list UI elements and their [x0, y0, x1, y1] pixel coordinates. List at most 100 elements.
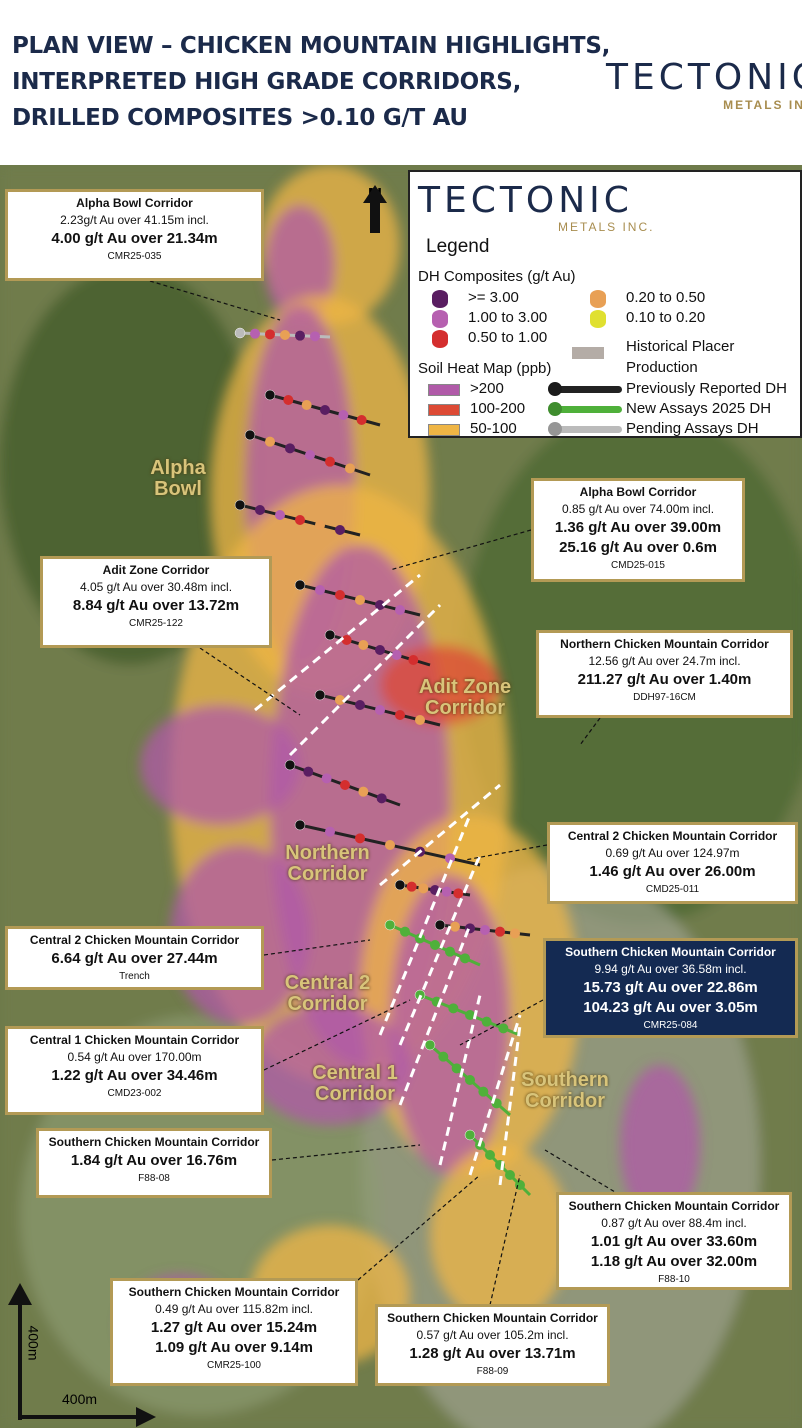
heat-blob — [140, 705, 300, 825]
composite-marker — [395, 710, 405, 720]
heat-blob — [250, 1005, 410, 1125]
callout-line: 12.56 g/t Au over 24.7m incl. — [588, 654, 741, 668]
callout-box: Northern Chicken Mountain Corridor 12.56 … — [536, 630, 793, 718]
composite-marker — [450, 921, 460, 932]
callout-hole-id: CMR25-084 — [643, 1020, 698, 1031]
callout-highlight: 104.23 g/t Au over 3.05m — [583, 999, 758, 1016]
title-line: DRILLED COMPOSITES >0.10 G/T AU — [12, 105, 468, 131]
corridor-arrow — [398, 924, 472, 1106]
callout-highlight: 6.64 g/t Au over 27.44m — [51, 950, 218, 967]
composite-marker — [325, 456, 335, 467]
composite-marker — [451, 1063, 462, 1074]
title-line: INTERPRETED HIGH GRADE CORRIDORS, — [12, 69, 522, 95]
callout-title: Central 1 Chicken Mountain Corridor — [29, 1033, 240, 1047]
collar-marker — [464, 1129, 476, 1141]
callout-highlight: 1.22 g/t Au over 34.46m — [51, 1067, 218, 1084]
callout-title: Southern Chicken Mountain Corridor — [128, 1285, 340, 1299]
composite-marker — [283, 395, 294, 405]
callout-box: Central 2 Chicken Mountain Corridor 6.64 … — [5, 926, 264, 990]
callout-box: Adit Zone Corridor 4.05 g/t Au over 30.48… — [40, 556, 272, 648]
soil-class-swatch — [428, 424, 460, 436]
callout-line: 4.05 g/t Au over 30.48m incl. — [79, 580, 233, 594]
callout-highlight: 25.16 g/t Au over 0.6m — [559, 539, 717, 556]
dh-class-label: >= 3.00 — [468, 289, 519, 306]
callout-highlight: 1.46 g/t Au over 26.00m — [589, 863, 756, 880]
dh-class-swatch — [432, 310, 448, 328]
corridor-arrow — [254, 573, 421, 712]
composite-marker — [335, 525, 345, 535]
composite-marker — [321, 773, 332, 784]
callout-highlight: 1.84 g/t Au over 16.76m — [70, 1152, 238, 1169]
composite-marker — [448, 1003, 459, 1014]
composite-marker — [295, 330, 305, 341]
callout-hole-id: CMR25-035 — [107, 251, 162, 262]
composite-marker — [438, 1051, 449, 1062]
callout-highlight: 15.73 g/t Au over 22.86m — [583, 979, 758, 996]
corridor-arrows — [254, 573, 522, 1186]
collar-marker — [394, 879, 406, 891]
map-label-southern: Southern Corridor — [521, 1069, 609, 1112]
composite-marker — [375, 645, 385, 655]
composite-marker — [415, 715, 425, 725]
composite-marker — [355, 700, 365, 710]
dh-class-label: 0.10 to 0.20 — [626, 309, 706, 326]
collar-marker — [234, 327, 246, 339]
composite-marker — [465, 1075, 475, 1085]
north-arrow: N — [360, 185, 390, 265]
callout-hole-id: CMD23-002 — [107, 1088, 162, 1099]
north-arrow-icon — [363, 185, 387, 233]
composite-marker — [320, 405, 330, 415]
callout-highlight: 1.09 g/t Au over 9.14m — [155, 1339, 313, 1356]
drill-holes — [234, 327, 532, 1197]
callout-title: Southern Chicken Mountain Corridor — [48, 1135, 260, 1149]
corridor-arrow — [498, 1024, 522, 1186]
callout-box: Central 1 Chicken Mountain Corridor 0.54 … — [5, 1026, 264, 1115]
heat-blob — [620, 1065, 700, 1225]
composite-marker — [430, 940, 440, 950]
callout-box: Alpha Bowl Corridor 2.23g/t Au over 41.15… — [5, 189, 264, 281]
callout-hole-id: F88-09 — [476, 1366, 509, 1377]
composite-marker — [406, 881, 417, 892]
composite-marker — [445, 946, 455, 957]
scale-bar — [8, 1283, 156, 1427]
callout-line: 9.94 g/t Au over 36.58m incl. — [594, 962, 747, 976]
corridor-arrow — [288, 603, 442, 757]
composite-marker — [375, 600, 385, 610]
corridor-arrow — [468, 1014, 522, 1176]
collar-marker — [294, 819, 306, 831]
composite-marker — [358, 640, 369, 650]
composite-marker — [341, 635, 352, 645]
scale-horizontal-label: 400m — [62, 1391, 98, 1407]
callout-hole-id: CMR25-122 — [129, 618, 183, 629]
legend-dh-title: DH Composites (g/t Au) — [418, 268, 576, 285]
company-logo: TECTONIC METALS INC. — [606, 58, 802, 113]
callout-highlight: 1.28 g/t Au over 13.71m — [409, 1345, 576, 1362]
callout-hole-id: F88-10 — [658, 1274, 690, 1285]
callout-hole-id: DDH97-16CM — [633, 692, 696, 703]
composite-marker — [465, 1010, 475, 1020]
dh-class-label: 1.00 to 3.00 — [468, 309, 548, 326]
map: Alpha Bowl Adit Zone Corridor Northern C… — [0, 165, 802, 1428]
dh-class-label: 0.50 to 1.00 — [468, 329, 548, 346]
composite-marker — [356, 415, 367, 425]
callout-title: Central 2 Chicken Mountain Corridor — [29, 933, 240, 947]
composite-marker — [295, 515, 305, 525]
collar-marker — [234, 499, 246, 511]
map-label-central-1: Central 1 Corridor — [312, 1062, 398, 1105]
dh-type-symbol — [552, 426, 622, 433]
collar-marker — [384, 919, 396, 931]
composite-marker — [315, 585, 325, 595]
soil-class-swatch — [428, 404, 460, 416]
composite-marker — [481, 1016, 492, 1027]
title-line: PLAN VIEW – CHICKEN MOUNTAIN HIGHLIGHTS, — [12, 33, 611, 59]
composite-marker — [453, 888, 464, 899]
callout-line: 0.85 g/t Au over 74.00m incl. — [561, 502, 715, 516]
callout-title: Southern Chicken Mountain Corridor — [568, 1199, 780, 1213]
corridor-arrow — [379, 783, 501, 887]
composite-marker — [310, 331, 320, 342]
callout-box: Southern Chicken Mountain Corridor 0.57 g… — [375, 1304, 610, 1386]
composite-marker — [485, 1150, 495, 1160]
dh-type-symbol — [552, 386, 622, 393]
soil-class-label: 50-100 — [470, 420, 517, 437]
dh-class-swatch — [432, 290, 448, 308]
